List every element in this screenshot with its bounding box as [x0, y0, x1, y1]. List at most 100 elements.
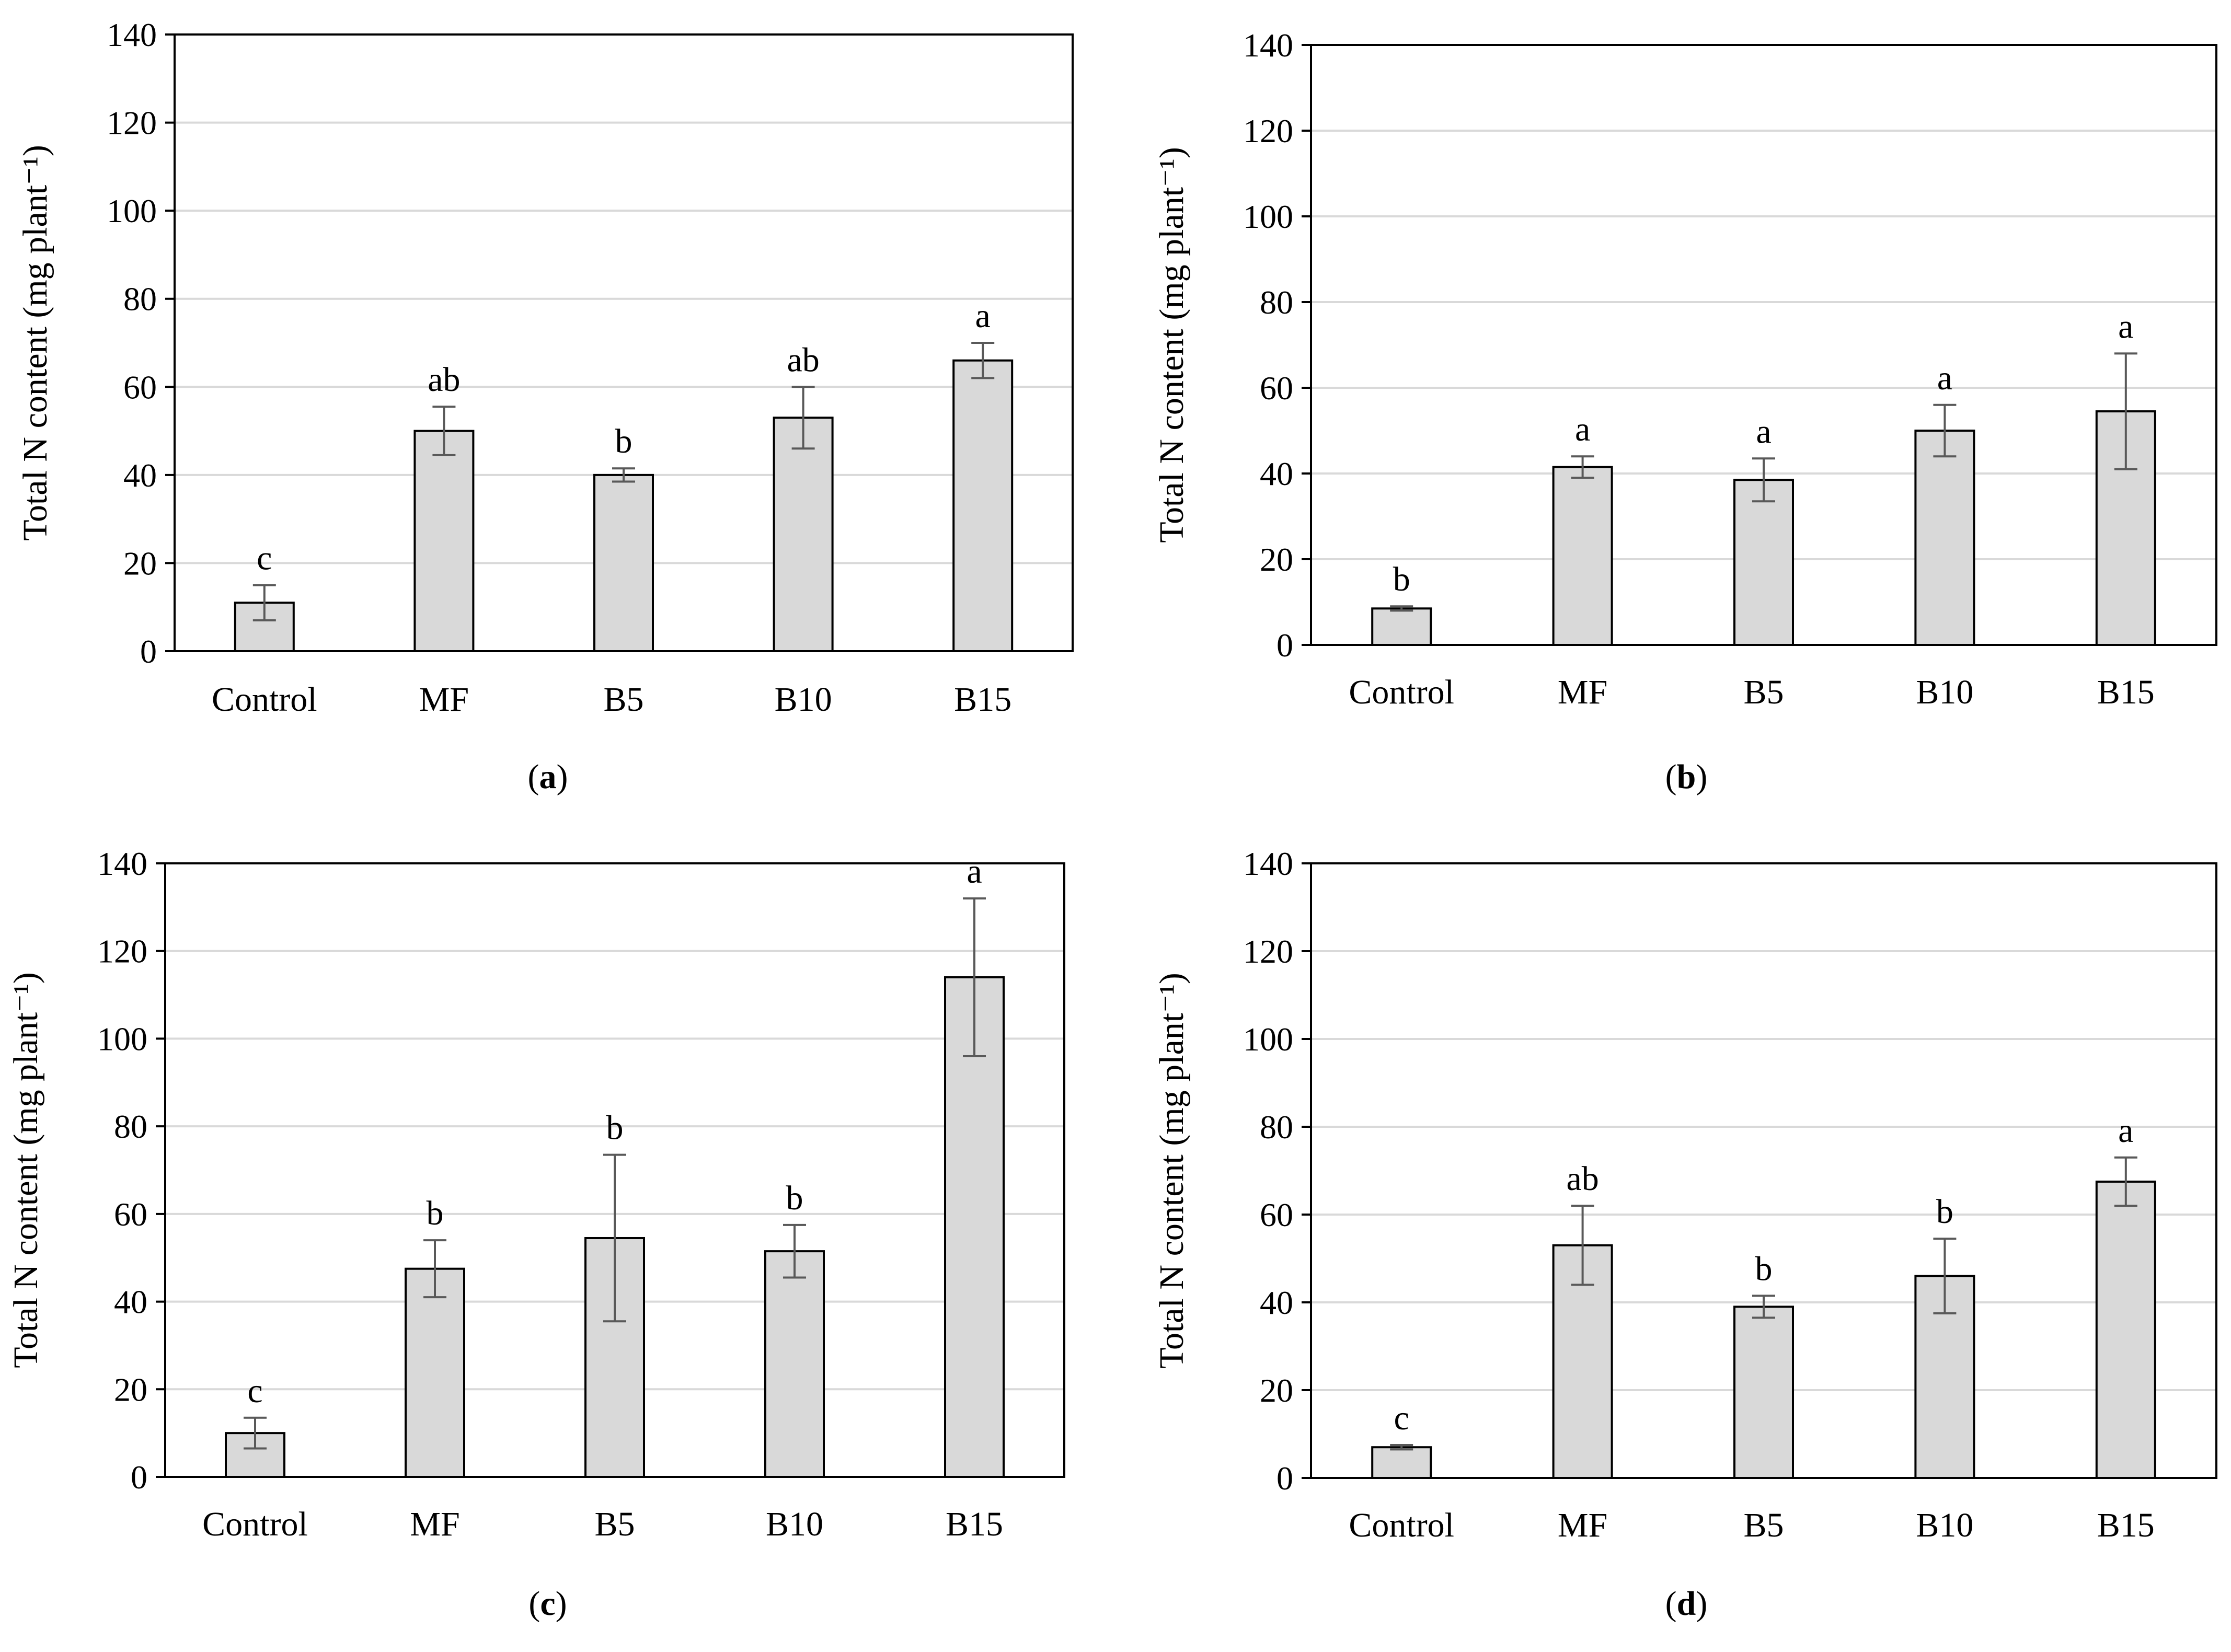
category-label: Control — [212, 680, 317, 719]
significance-letter: b — [427, 1194, 444, 1232]
bar-mf — [405, 1267, 465, 1478]
significance-letter: c — [257, 539, 272, 577]
bar-b15 — [2095, 1181, 2156, 1479]
bar-b15 — [944, 976, 1005, 1478]
significance-letter: ab — [1566, 1160, 1598, 1198]
category-label: B5 — [1743, 1506, 1784, 1544]
significance-letter: c — [1394, 1399, 1409, 1437]
chart-panel-c: 0 20 40 60 80 100 120 140 Total N content (mg pl… — [7, 845, 1065, 1623]
bar-b5 — [1733, 1306, 1794, 1479]
y-tick-label: 120 — [1243, 933, 1293, 970]
category-label: B5 — [603, 680, 643, 719]
category-label: B5 — [594, 1505, 635, 1543]
panel-label: (c) — [528, 1585, 567, 1623]
category-label: B15 — [2097, 1506, 2155, 1544]
y-tick-label: 40 — [123, 457, 157, 494]
category-label: B15 — [946, 1505, 1003, 1543]
significance-letter: ab — [428, 361, 460, 399]
y-tick-label: 80 — [123, 281, 157, 318]
y-axis-label: Total N content (mg plant⁻¹) — [1153, 147, 1191, 543]
significance-letter: b — [615, 422, 632, 460]
panel-label: (d) — [1665, 1585, 1708, 1623]
y-tick-label: 140 — [1243, 845, 1293, 882]
bar-mf — [413, 430, 475, 652]
category-label: MF — [410, 1505, 459, 1543]
y-tick-label: 140 — [1243, 27, 1293, 64]
significance-letter: c — [247, 1372, 262, 1410]
y-tick-label: 120 — [97, 933, 147, 970]
significance-letter: a — [967, 852, 982, 891]
y-tick-label: 60 — [1260, 1196, 1293, 1233]
category-label: B10 — [775, 680, 832, 719]
y-axis-label: Total N content (mg plant⁻¹) — [1153, 973, 1191, 1369]
y-tick-label: 60 — [114, 1196, 147, 1233]
category-label: B15 — [2097, 673, 2155, 711]
significance-letter: a — [1575, 410, 1590, 448]
bar-b10 — [1914, 1275, 1975, 1480]
y-tick-label: 120 — [1243, 112, 1293, 149]
panel-label: (a) — [528, 758, 568, 796]
bar-b5 — [593, 473, 654, 652]
y-tick-label: 60 — [123, 368, 157, 406]
bar-b10 — [764, 1250, 825, 1478]
bar-b15 — [952, 359, 1014, 652]
bar-b5 — [1733, 479, 1794, 646]
y-tick-label: 0 — [1276, 1460, 1293, 1497]
category-label: B10 — [766, 1505, 823, 1543]
category-label: B5 — [1743, 673, 1784, 711]
category-label: Control — [1349, 1506, 1454, 1544]
y-tick-label: 80 — [1260, 1108, 1293, 1146]
significance-letter: b — [1755, 1250, 1773, 1288]
category-label: Control — [1349, 673, 1454, 711]
chart-panel-b: 0 20 40 60 80 100 120 140 Total N content (mg pl… — [1153, 27, 2217, 796]
category-label: B10 — [1916, 673, 1973, 711]
y-tick-label: 80 — [1260, 284, 1293, 321]
significance-letter: a — [2118, 1112, 2133, 1150]
y-tick-label: 120 — [107, 105, 157, 142]
category-label: MF — [1558, 1506, 1607, 1544]
significance-letter: b — [786, 1179, 803, 1217]
significance-letter: a — [2118, 307, 2133, 345]
y-tick-label: 100 — [1243, 1021, 1293, 1058]
y-tick-label: 20 — [114, 1371, 147, 1408]
bar-b10 — [773, 417, 834, 652]
y-tick-label: 80 — [114, 1108, 147, 1145]
category-label: B15 — [954, 680, 1011, 719]
y-tick-label: 140 — [107, 16, 157, 53]
y-tick-label: 60 — [1260, 369, 1293, 407]
y-tick-label: 140 — [97, 845, 147, 882]
y-tick-label: 40 — [1260, 455, 1293, 492]
significance-letter: b — [606, 1109, 624, 1147]
y-tick-label: 20 — [123, 545, 157, 582]
category-label: B10 — [1916, 1506, 1973, 1544]
bar-mf — [1552, 466, 1613, 646]
y-tick-label: 40 — [114, 1284, 147, 1321]
y-tick-label: 40 — [1260, 1284, 1293, 1321]
category-label: MF — [419, 680, 469, 719]
y-axis-label: Total N content (mg plant⁻¹) — [7, 972, 45, 1368]
significance-letter: a — [1756, 412, 1771, 450]
bar-b10 — [1914, 430, 1975, 646]
y-tick-label: 0 — [131, 1459, 147, 1496]
significance-letter: b — [1393, 560, 1410, 598]
y-tick-label: 0 — [140, 633, 157, 670]
y-tick-label: 20 — [1260, 1372, 1293, 1409]
significance-letter: ab — [787, 341, 819, 379]
category-label: Control — [202, 1505, 308, 1543]
panel-label: (b) — [1665, 758, 1708, 796]
y-tick-label: 20 — [1260, 541, 1293, 578]
y-tick-label: 100 — [97, 1020, 147, 1057]
significance-letter: a — [975, 297, 991, 335]
bar-control — [1371, 1446, 1432, 1479]
bar-control — [1371, 607, 1432, 646]
significance-letter: b — [1936, 1193, 1953, 1231]
y-tick-label: 100 — [1243, 198, 1293, 235]
chart-panel-a: 0 20 40 60 80 100 120 140 Total N content (mg pl… — [16, 16, 1074, 796]
significance-letter: a — [1937, 359, 1952, 397]
y-tick-label: 100 — [107, 192, 157, 229]
y-tick-label: 0 — [1276, 627, 1293, 664]
category-label: MF — [1558, 673, 1607, 711]
y-axis-label: Total N content (mg plant⁻¹) — [16, 145, 54, 541]
chart-panel-d: 0 20 40 60 80 100 120 140 Total N content (mg pl… — [1153, 845, 2217, 1623]
